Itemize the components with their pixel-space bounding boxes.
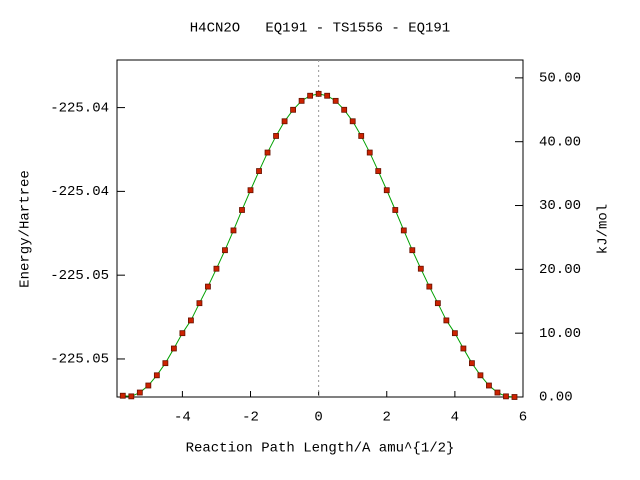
data-point — [383, 187, 390, 194]
data-point — [170, 345, 177, 352]
data-point — [409, 247, 416, 254]
chart-title: H4CN2O EQ191 - TS1556 - EQ191 — [190, 21, 450, 37]
y2-tick-label: 20.00 — [539, 262, 581, 278]
y-axis-label: Energy/Hartree — [18, 170, 34, 288]
data-point — [315, 90, 322, 97]
plot-frame — [116, 59, 524, 398]
data-point — [469, 360, 475, 367]
data-point — [417, 265, 424, 272]
data-point — [205, 283, 211, 290]
data-point — [307, 92, 314, 99]
data-point — [503, 393, 509, 400]
y2-axis-label: kJ/mol — [596, 204, 612, 254]
data-point — [324, 92, 331, 99]
data-point — [128, 393, 135, 400]
data-point — [196, 300, 203, 307]
data-point — [341, 106, 348, 113]
data-point — [290, 106, 296, 113]
y-tick-label: -225.04 — [50, 100, 109, 116]
data-point — [460, 345, 467, 352]
data-point — [188, 317, 194, 324]
data-point — [434, 300, 441, 307]
data-point — [239, 207, 245, 213]
data-point — [162, 360, 169, 367]
data-point — [281, 118, 288, 125]
y2-tick-label: 10.00 — [539, 326, 581, 342]
data-point — [153, 372, 160, 379]
x-tick-label: 0 — [314, 410, 322, 426]
data-point — [400, 227, 407, 234]
x-tick-label: 4 — [451, 410, 459, 426]
x-tick-label: -2 — [242, 410, 259, 426]
x-tick-label: 2 — [383, 410, 391, 426]
data-point — [136, 389, 143, 396]
y2-tick-label: 0.00 — [539, 390, 573, 406]
data-point — [247, 187, 254, 194]
data-point — [426, 283, 433, 290]
y2-tick-label: 40.00 — [539, 134, 581, 150]
data-point — [392, 207, 399, 213]
data-point — [443, 317, 450, 324]
x-axis-label: Reaction Path Length/A amu^{1/2} — [186, 441, 455, 457]
data-point — [511, 394, 518, 400]
x-tick-label: -4 — [174, 410, 191, 426]
data-point — [119, 392, 126, 399]
data-point — [222, 247, 228, 254]
data-point — [256, 168, 262, 174]
data-point — [213, 265, 220, 272]
x-tick-label: 6 — [519, 410, 527, 426]
data-point — [230, 227, 237, 234]
data-point — [486, 382, 492, 389]
data-point — [332, 97, 339, 104]
data-point — [179, 330, 186, 337]
data-point — [349, 118, 356, 125]
y2-tick-label: 30.00 — [539, 198, 581, 214]
data-point — [477, 372, 484, 379]
data-point — [273, 133, 279, 139]
y-tick-label: -225.05 — [50, 268, 109, 284]
data-point — [451, 330, 458, 337]
data-point — [298, 97, 305, 104]
data-point — [375, 168, 382, 174]
data-point — [494, 389, 501, 396]
y-tick-label: -225.04 — [50, 184, 109, 200]
y-tick-label: -225.05 — [50, 352, 109, 368]
data-point — [366, 149, 373, 156]
data-point — [358, 133, 365, 139]
y2-tick-label: 50.00 — [539, 71, 581, 87]
data-point — [145, 382, 152, 389]
data-point — [264, 149, 271, 156]
